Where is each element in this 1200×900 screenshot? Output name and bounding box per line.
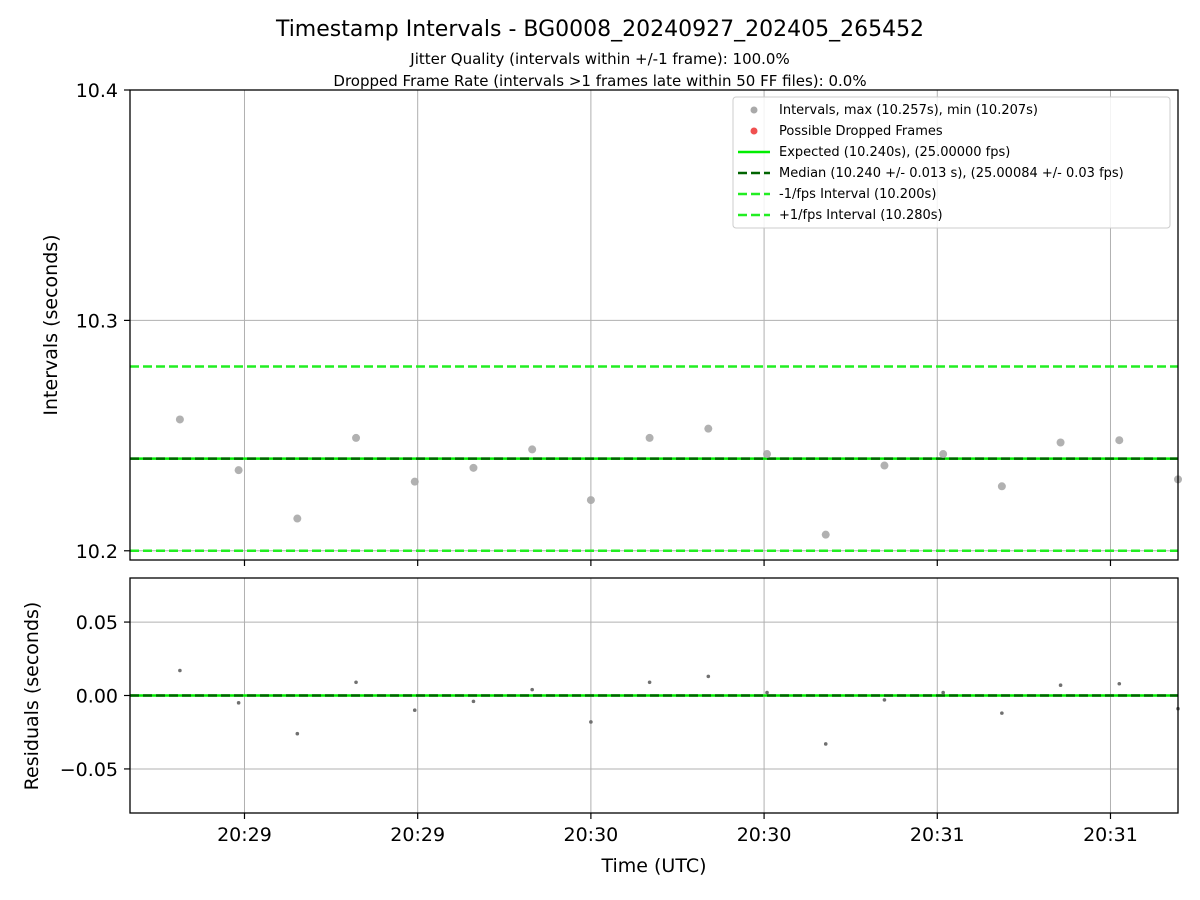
- legend-marker-dropped: [750, 127, 758, 135]
- interval-point: [997, 482, 1006, 491]
- interval-point: [352, 433, 361, 442]
- residual-point: [412, 708, 417, 712]
- residual-point: [530, 687, 534, 692]
- residual-point: [941, 690, 945, 695]
- legend-label-expected: Expected (10.240s), (25.00000 fps): [779, 145, 1010, 160]
- residual-point: [295, 731, 300, 736]
- interval-point: [293, 514, 302, 523]
- x-tick-label: 20:29: [390, 824, 445, 846]
- bottom-residual-points: [178, 668, 1180, 746]
- interval-point: [821, 530, 830, 539]
- interval-point: [1056, 438, 1065, 447]
- top-plot-frame: [129, 89, 1179, 561]
- interval-point: [410, 477, 419, 486]
- residual-point: [706, 674, 711, 679]
- residual-point: [178, 668, 182, 673]
- bottom-y-ticks: 0.05 0.00 −0.05: [60, 612, 130, 781]
- residual-point: [647, 680, 652, 685]
- chart-title: Timestamp Intervals - BG0008_20240927_20…: [275, 17, 924, 42]
- legend-marker-intervals: [750, 106, 758, 114]
- legend-label-minus-fps: -1/fps Interval (10.200s): [779, 187, 936, 202]
- residual-point: [589, 720, 593, 724]
- residual-point: [1058, 683, 1063, 688]
- legend-box: [732, 96, 1171, 229]
- interval-point: [763, 450, 772, 459]
- top-y-ticks: 10.2 10.3 10.4: [76, 80, 130, 563]
- top-y-tick-label: 10.4: [76, 80, 118, 102]
- interval-point: [704, 424, 713, 433]
- top-y-axis-label: Intervals (seconds): [40, 234, 62, 415]
- interval-point: [880, 461, 889, 470]
- x-tick-label: 20:30: [564, 824, 619, 846]
- residual-point: [471, 699, 476, 704]
- top-y-tick-label: 10.3: [76, 310, 118, 332]
- interval-point: [528, 445, 537, 454]
- residual-point: [765, 690, 769, 695]
- bottom-y-tick-label: −0.05: [60, 759, 118, 781]
- x-tick-label: 20:31: [1083, 824, 1138, 846]
- interval-point: [939, 450, 948, 459]
- interval-point: [175, 415, 184, 424]
- x-axis-label: Time (UTC): [600, 855, 706, 877]
- top-y-tick-label: 10.2: [76, 541, 118, 563]
- interval-point: [586, 496, 595, 505]
- x-tick-label: 20:30: [737, 824, 792, 846]
- top-reference-lines: [130, 365, 1178, 553]
- interval-point: [1115, 436, 1124, 445]
- top-interval-points: [175, 415, 1182, 539]
- bottom-y-tick-label: 0.00: [76, 686, 118, 708]
- interval-point: [234, 466, 243, 475]
- x-tick-label: 20:31: [910, 824, 965, 846]
- bottom-y-tick-label: 0.05: [76, 612, 118, 634]
- legend-label-median: Median (10.240 +/- 0.013 s), (25.00084 +…: [779, 166, 1124, 181]
- chart-subtitle-jitter: Jitter Quality (intervals within +/-1 fr…: [409, 50, 789, 68]
- legend-label-dropped: Possible Dropped Frames: [779, 124, 943, 139]
- x-tick-label: 20:29: [217, 824, 272, 846]
- interval-point: [645, 433, 654, 442]
- residual-point: [1117, 681, 1122, 686]
- chart-legend: Intervals, max (10.257s), min (10.207s) …: [732, 96, 1171, 229]
- residual-point: [236, 701, 241, 705]
- interval-point: [469, 463, 478, 472]
- legend-label-plus-fps: +1/fps Interval (10.280s): [779, 208, 943, 223]
- bottom-x-ticks: 20:29 20:29 20:30 20:30 20:31 20:31: [217, 813, 1138, 846]
- top-x-ticks: [243, 560, 1112, 566]
- chart-subtitle-dropped: Dropped Frame Rate (intervals >1 frames …: [333, 72, 866, 90]
- bottom-y-axis-label: Residuals (seconds): [21, 602, 43, 791]
- residual-point: [1000, 711, 1004, 715]
- residual-point: [823, 742, 828, 746]
- legend-label-intervals: Intervals, max (10.257s), min (10.207s): [779, 103, 1038, 118]
- residual-point: [882, 698, 887, 702]
- residual-point: [354, 680, 358, 685]
